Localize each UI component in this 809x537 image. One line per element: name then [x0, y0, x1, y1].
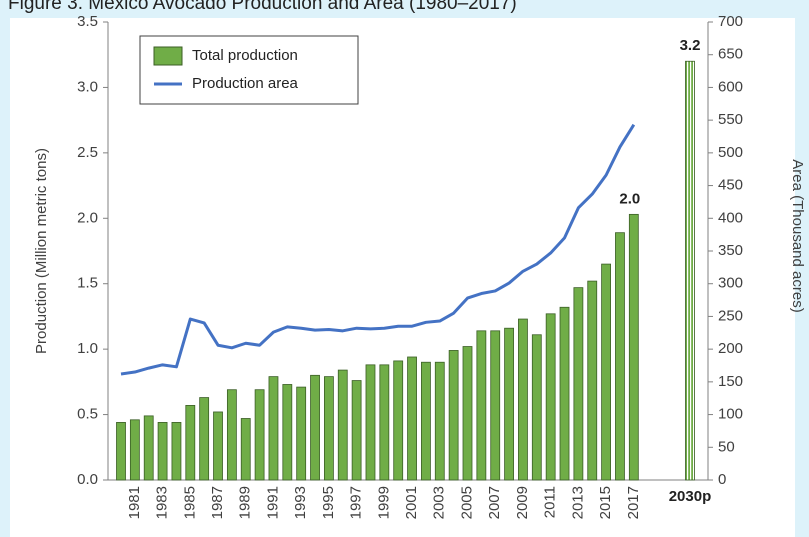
bar: [685, 60, 695, 481]
x-tick-label: 1999: [375, 486, 392, 519]
bar: [351, 380, 362, 481]
y-tick-label: 0.0: [77, 471, 98, 488]
x-tick-label: 2009: [514, 486, 531, 519]
x-tick-label: 1983: [154, 486, 171, 519]
bar: [323, 376, 334, 481]
bar: [490, 330, 501, 481]
y2-tick-label: 700: [718, 13, 743, 30]
x-tick-label: 2013: [569, 486, 586, 519]
bar: [628, 213, 639, 481]
value-label: 2.0: [619, 190, 640, 207]
y2-tick-label: 150: [718, 373, 743, 390]
x-tick-label: 1985: [181, 486, 198, 519]
bar: [518, 318, 528, 481]
bar: [240, 418, 251, 481]
bar: [587, 280, 598, 481]
y2-tick-label: 500: [718, 144, 743, 161]
y-tick-label: 3.0: [77, 78, 98, 95]
x-tick-label: 2005: [458, 486, 475, 519]
x-tick-label: 1981: [126, 486, 143, 519]
bar: [421, 361, 431, 481]
bar: [157, 422, 168, 481]
bar: [199, 397, 210, 481]
y-tick-label: 2.0: [77, 209, 98, 226]
bar: [171, 422, 182, 481]
bar: [434, 361, 445, 481]
x-tick-label: 1991: [264, 486, 281, 519]
y-tick-label: 1.5: [77, 275, 98, 292]
x-tick-label: 1997: [348, 486, 365, 519]
bar: [226, 389, 237, 481]
bar: [462, 346, 473, 481]
bar: [185, 405, 196, 481]
y2-tick-label: 400: [718, 209, 743, 226]
y2-tick-label: 0: [718, 471, 726, 488]
y2-tick-label: 550: [718, 111, 743, 128]
y2-tick-label: 200: [718, 340, 743, 357]
bar: [615, 232, 625, 481]
y2-tick-label: 650: [718, 46, 743, 63]
bar: [379, 364, 390, 481]
y-tick-label: 3.5: [77, 13, 98, 30]
y-tick-label: 2.5: [77, 144, 98, 161]
bar: [476, 330, 487, 481]
bar: [116, 422, 126, 481]
bar: [448, 350, 459, 481]
bar: [393, 360, 404, 481]
bar: [310, 374, 320, 481]
y2-tick-label: 300: [718, 275, 743, 292]
value-label: 3.2: [680, 37, 701, 54]
bar: [559, 306, 570, 481]
x-tick-label: 2003: [431, 486, 448, 519]
bar: [296, 386, 307, 481]
x-tick-label: 2030p: [669, 488, 712, 505]
x-tick-label: 1995: [320, 486, 337, 519]
x-tick-label: 2011: [542, 486, 559, 518]
y2-tick-label: 100: [718, 406, 743, 423]
bar: [143, 415, 154, 481]
y2-tick-label: 350: [718, 242, 743, 259]
legend-swatch: [153, 46, 183, 66]
bar: [254, 389, 265, 481]
y-tick-label: 1.0: [77, 340, 98, 357]
x-tick-label: 2001: [403, 486, 420, 519]
bar: [282, 384, 293, 481]
y2-axis-label: Area (Thousand acres): [789, 159, 806, 312]
legend-label: Production area: [192, 75, 299, 92]
bar: [407, 356, 417, 481]
x-tick-label: 2017: [625, 486, 642, 519]
legend-label: Total production: [192, 47, 298, 64]
bar: [213, 411, 223, 481]
bar: [573, 287, 584, 481]
y2-tick-label: 50: [718, 438, 735, 455]
bar: [337, 369, 348, 481]
y-tick-label: 0.5: [77, 406, 98, 423]
bar: [268, 376, 279, 481]
y-axis-label: Production (Million metric tons): [33, 148, 50, 354]
x-tick-label: 1987: [209, 486, 226, 519]
y2-tick-label: 450: [718, 177, 743, 194]
bar: [601, 263, 611, 481]
y2-tick-label: 600: [718, 78, 743, 95]
bar: [504, 327, 514, 481]
chart-title: Figure 3. Mexico Avocado Production and …: [8, 0, 517, 14]
bar: [531, 334, 542, 481]
x-tick-label: 1993: [292, 486, 309, 519]
bar: [129, 419, 140, 481]
bar: [365, 364, 376, 481]
bar: [545, 313, 556, 481]
y2-tick-label: 250: [718, 307, 743, 324]
x-tick-label: 2007: [486, 486, 503, 519]
line: [120, 123, 636, 376]
x-tick-label: 1989: [237, 486, 254, 519]
x-tick-label: 2015: [597, 486, 614, 519]
